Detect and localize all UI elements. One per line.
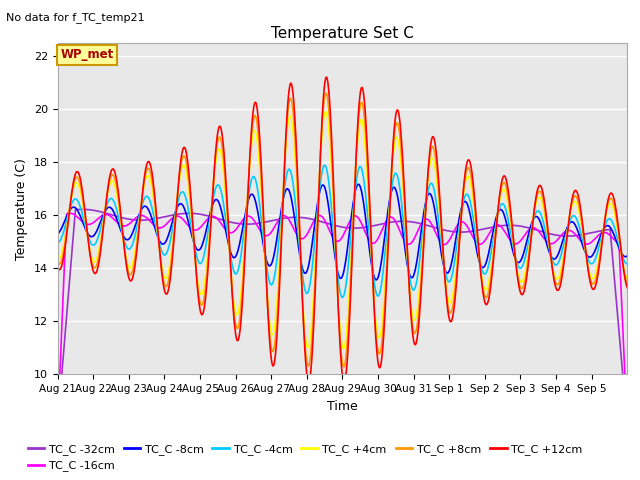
TC_C +8cm [253,122,261,128]
TC_C -4cm [253,185,261,191]
TC_C -8cm [275,222,283,228]
TC_C -4cm [54,240,61,246]
TC_C +4cm [403,245,410,251]
Line: TC_C -32cm: TC_C -32cm [58,209,627,425]
TC_C -32cm [78,206,86,212]
TC_C -32cm [226,219,234,225]
Y-axis label: Temperature (C): Temperature (C) [15,158,28,260]
TC_C -4cm [225,243,233,249]
Line: TC_C +12cm: TC_C +12cm [58,77,627,383]
TC_C +8cm [322,90,330,96]
Line: TC_C +8cm: TC_C +8cm [58,93,627,367]
TC_C -16cm [122,223,129,229]
Line: TC_C -8cm: TC_C -8cm [58,184,627,280]
Title: Temperature Set C: Temperature Set C [271,25,414,41]
TC_C -8cm [403,258,410,264]
TC_C +8cm [120,246,128,252]
TC_C -32cm [122,216,129,221]
TC_C +4cm [435,197,442,203]
TC_C +12cm [340,380,348,385]
TC_C +4cm [54,255,61,261]
Text: WP_met: WP_met [60,48,114,61]
TC_C +12cm [435,177,442,183]
TC_C -8cm [435,232,442,238]
TC_C +12cm [323,74,330,80]
Legend: TC_C -32cm, TC_C -16cm, TC_C -8cm, TC_C -4cm, TC_C +4cm, TC_C +8cm, TC_C +12cm: TC_C -32cm, TC_C -16cm, TC_C -8cm, TC_C … [23,440,587,476]
TC_C +8cm [435,187,442,193]
TC_C -4cm [435,217,442,223]
TC_C +4cm [623,276,631,281]
TC_C +4cm [275,268,283,274]
X-axis label: Time: Time [327,400,358,413]
TC_C -32cm [254,220,262,226]
TC_C -16cm [54,426,61,432]
TC_C +8cm [403,240,410,246]
TC_C -4cm [321,162,329,168]
TC_C +12cm [225,237,233,242]
TC_C -32cm [54,422,61,428]
TC_C +12cm [275,297,283,302]
TC_C -16cm [402,240,410,246]
TC_C -4cm [403,250,410,256]
TC_C -16cm [226,230,234,236]
TC_C -8cm [623,253,631,259]
TC_C -8cm [54,231,61,237]
TC_C +12cm [623,285,631,290]
TC_C -4cm [275,238,283,244]
TC_C -16cm [623,424,631,430]
TC_C -16cm [67,210,74,216]
TC_C -4cm [623,261,631,267]
TC_C -16cm [254,224,262,230]
TC_C -4cm [120,239,128,244]
TC_C -4cm [339,295,347,300]
TC_C -8cm [253,207,261,213]
TC_C -8cm [120,235,128,240]
TC_C -32cm [276,216,284,222]
TC_C -8cm [372,277,380,283]
TC_C +4cm [225,244,233,250]
TC_C -8cm [355,181,362,187]
TC_C +4cm [340,346,348,352]
TC_C +8cm [225,241,233,247]
TC_C +12cm [54,264,61,270]
Line: TC_C -4cm: TC_C -4cm [58,165,627,298]
TC_C -32cm [623,422,631,428]
TC_C -16cm [276,216,284,221]
TC_C +4cm [253,139,261,145]
Text: No data for f_TC_temp21: No data for f_TC_temp21 [6,12,145,23]
TC_C -32cm [402,218,410,224]
TC_C +12cm [120,247,128,252]
TC_C +8cm [623,280,631,286]
TC_C +8cm [340,364,348,370]
TC_C +12cm [403,234,410,240]
TC_C +4cm [120,245,128,251]
TC_C -32cm [434,226,442,231]
TC_C -16cm [434,234,442,240]
Line: TC_C -16cm: TC_C -16cm [58,213,627,429]
TC_C +8cm [54,260,61,266]
TC_C +8cm [275,282,283,288]
Line: TC_C +4cm: TC_C +4cm [58,111,627,349]
TC_C +4cm [322,108,330,114]
TC_C -8cm [225,244,233,250]
TC_C +12cm [253,108,261,113]
